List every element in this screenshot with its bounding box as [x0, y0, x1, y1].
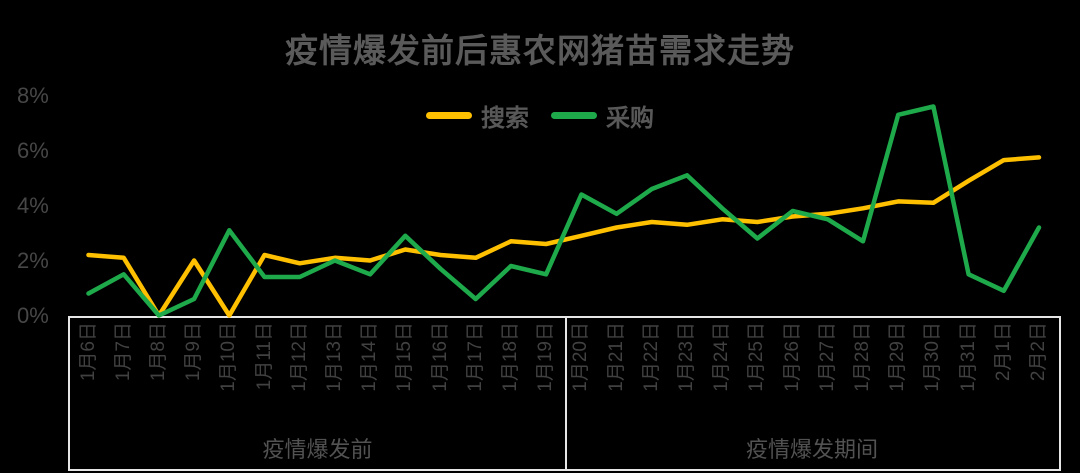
- legend-search-swatch-icon: [426, 111, 472, 119]
- chart-title: 疫情爆发前后惠农网猪苗需求走势: [285, 32, 795, 69]
- legend-purchase-label: 采购: [606, 104, 654, 132]
- y-axis-label: 8%: [17, 82, 49, 108]
- legend-item-search: 搜索: [426, 98, 529, 133]
- period-label-during-outbreak: 疫情爆发期间: [745, 437, 878, 462]
- legend-purchase-swatch-icon: [551, 111, 597, 119]
- y-axis-label: 6%: [17, 137, 49, 163]
- legend-item-purchase: 采购: [551, 98, 654, 133]
- y-axis-label: 4%: [17, 192, 49, 218]
- period-box-during-outbreak: 疫情爆发期间: [565, 316, 1061, 471]
- legend-search-label: 搜索: [481, 104, 529, 132]
- series-line-purchase: [86, 104, 1042, 318]
- period-label-pre-outbreak: 疫情爆发前: [262, 437, 373, 462]
- period-box-pre-outbreak: 疫情爆发前: [68, 316, 567, 471]
- legend: 搜索 采购: [0, 101, 1080, 132]
- y-axis-label: 2%: [17, 247, 49, 273]
- y-axis-label: 0%: [17, 302, 49, 328]
